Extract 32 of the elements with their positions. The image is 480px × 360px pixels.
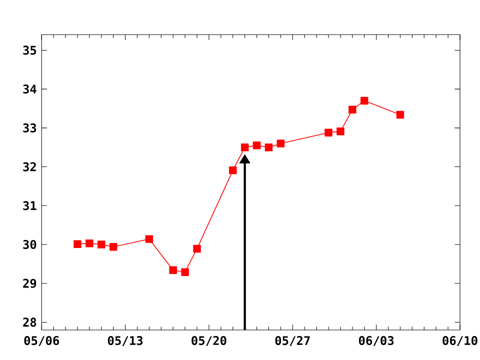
- point: [276, 140, 285, 148]
- point: [169, 266, 177, 274]
- y-tick-label: 30: [23, 240, 36, 250]
- x-tick-label: 06/10: [442, 336, 478, 346]
- y-tick-label: 33: [23, 123, 36, 132]
- point: [86, 239, 94, 248]
- y-tick-label: 34: [23, 84, 36, 94]
- point: [145, 235, 154, 243]
- point: [348, 106, 356, 114]
- x-tick-label: 06/03: [358, 336, 394, 346]
- y-tick-label: 35: [23, 46, 36, 55]
- point: [336, 128, 344, 136]
- point: [181, 268, 189, 276]
- point: [98, 240, 106, 248]
- y-tick-label: 32: [23, 162, 36, 172]
- x-tick-label: 05/27: [275, 336, 310, 346]
- x-tick-label: 05/06: [24, 336, 60, 346]
- point: [109, 242, 118, 251]
- point: [193, 244, 201, 253]
- point: [324, 128, 332, 136]
- point: [240, 143, 249, 152]
- point: [360, 96, 368, 105]
- point: [264, 143, 273, 152]
- y-tick-label: 28: [23, 318, 36, 327]
- point: [229, 166, 237, 174]
- point: [252, 142, 261, 150]
- y-tick-label: 29: [23, 278, 36, 288]
- x-tick-label: 05/20: [192, 336, 226, 346]
- x-tick-label: 05/13: [108, 336, 143, 346]
- point: [396, 110, 404, 119]
- point: [74, 240, 82, 248]
- y-tick-label: 31: [23, 201, 36, 210]
